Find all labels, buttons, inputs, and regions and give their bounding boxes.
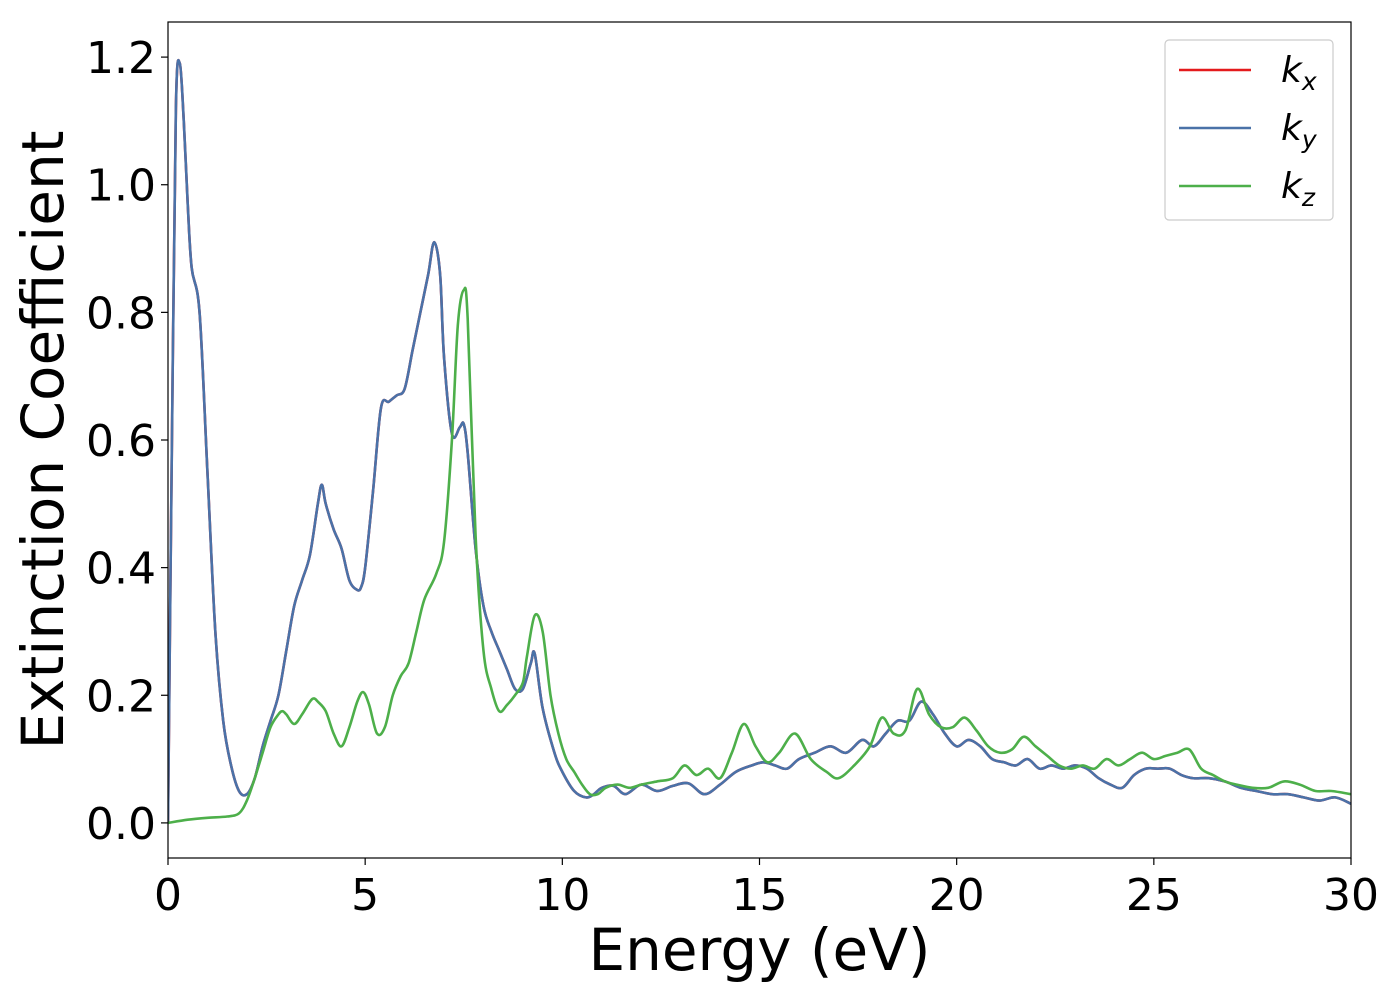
x-tick-label: 0 <box>154 870 182 921</box>
y-tick-label: 0.6 <box>86 416 156 467</box>
y-axis-ticks: 0.0 0.2 0.4 0.6 0.8 1.0 1.2 <box>86 33 168 850</box>
y-tick-label: 0.8 <box>86 288 156 339</box>
x-tick-label: 15 <box>732 870 788 921</box>
y-tick-label: 0.2 <box>86 671 156 722</box>
x-axis-title: Energy (eV) <box>588 916 930 984</box>
x-tick-label: 25 <box>1126 870 1182 921</box>
x-tick-label: 20 <box>929 870 985 921</box>
series-layer <box>168 58 1351 825</box>
y-tick-label: 1.0 <box>86 161 156 212</box>
y-tick-label: 0.4 <box>86 544 156 595</box>
legend-label-y: ky <box>1281 108 1318 154</box>
x-tick-label: 30 <box>1323 870 1379 921</box>
y-tick-label: 1.2 <box>86 33 156 84</box>
x-axis-ticks: 0 5 10 15 20 25 30 <box>154 858 1379 921</box>
series-line-y <box>168 58 1351 823</box>
legend-box <box>1164 39 1334 221</box>
legend-label-x: kx <box>1281 50 1317 96</box>
legend-label-z: kz <box>1281 166 1316 212</box>
y-tick-label: 0.0 <box>86 799 156 850</box>
series-line-z <box>168 286 1351 825</box>
x-tick-label: 5 <box>351 870 379 921</box>
legend: kx ky kz <box>1164 39 1334 221</box>
x-tick-label: 10 <box>534 870 590 921</box>
y-axis-title: Extinction Coefficient <box>9 131 77 750</box>
